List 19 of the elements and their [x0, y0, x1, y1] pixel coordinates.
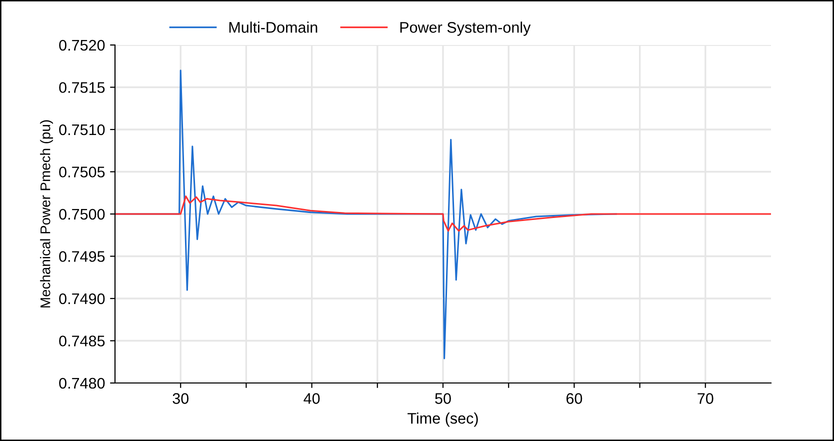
- x-tick-label: 40: [304, 393, 320, 404]
- y-tick-label: 0.7500: [59, 208, 105, 220]
- x-tick-label: 50: [435, 393, 451, 404]
- y-tick-label: 0.7480: [59, 378, 105, 389]
- y-tick-label: 0.7510: [59, 124, 105, 136]
- line-series: [115, 195, 771, 232]
- y-axis-title: Mechanical Power Pmech (pu): [40, 120, 53, 308]
- x-axis-title: Time (sec): [408, 412, 478, 427]
- y-tick-label: 0.7520: [59, 40, 105, 51]
- x-tick-label: 30: [172, 393, 188, 404]
- y-tick-label: 0.7485: [59, 336, 105, 346]
- x-tick-label: 60: [566, 393, 582, 404]
- y-tick-label: 0.7515: [59, 82, 105, 93]
- x-tick-label: 70: [698, 393, 714, 404]
- legend-label: Multi-Domain: [229, 22, 318, 33]
- y-tick-label: 0.7505: [59, 166, 105, 178]
- y-tick-label: 0.7490: [59, 293, 105, 304]
- legend-label: Power System-only: [400, 22, 531, 36]
- y-tick-label: 0.7495: [59, 251, 105, 262]
